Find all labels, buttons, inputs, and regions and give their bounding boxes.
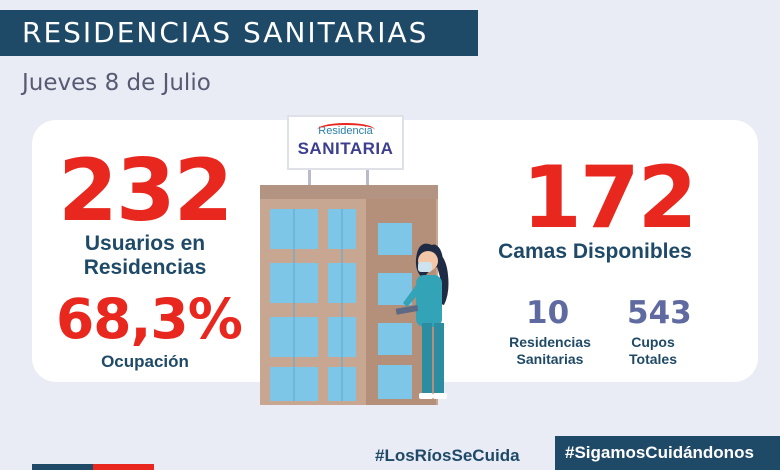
sign-arc-icon: [317, 123, 375, 137]
cupos-value: 543: [627, 295, 692, 331]
camas-value: 172: [522, 148, 698, 248]
residencia-sanitaria-sign: Residencia SANITARIA: [287, 115, 404, 170]
cupos-label: Cupos Totales: [613, 334, 693, 368]
hashtag-sigamos: #SigamosCuidándonos: [555, 436, 780, 470]
residencias-label: Residencias Sanitarias: [500, 334, 600, 368]
residencias-value: 10: [526, 295, 570, 331]
residencias-label-line-1: Residencias: [509, 334, 591, 350]
date-label: Jueves 8 de Julio: [22, 70, 211, 96]
sign-big-text: SANITARIA: [297, 139, 394, 158]
usuarios-label-line-1: Usuarios en: [84, 232, 206, 255]
usuarios-label-line-2: Residencias: [83, 256, 207, 280]
residencias-label-line-2: Sanitarias: [516, 350, 584, 367]
ocupacion-value: 68,3%: [56, 287, 243, 351]
cupos-label-line-1: Cupos: [631, 334, 675, 350]
building-illustration: [260, 165, 449, 405]
ocupacion-label: Ocupación: [101, 352, 189, 371]
page-title: RESIDENCIAS SANITARIAS: [0, 10, 478, 56]
camas-label: Camas Disponibles: [498, 240, 692, 263]
nurse-figure: [395, 243, 449, 399]
cupos-label-line-2: Totales: [629, 350, 677, 367]
hashtag-los-rios: #LosRíosSeCuida: [375, 446, 520, 465]
usuarios-value: 232: [58, 141, 234, 241]
usuarios-label: Usuarios en Residencias: [60, 232, 230, 280]
flag-stripe-icon: [32, 464, 154, 470]
